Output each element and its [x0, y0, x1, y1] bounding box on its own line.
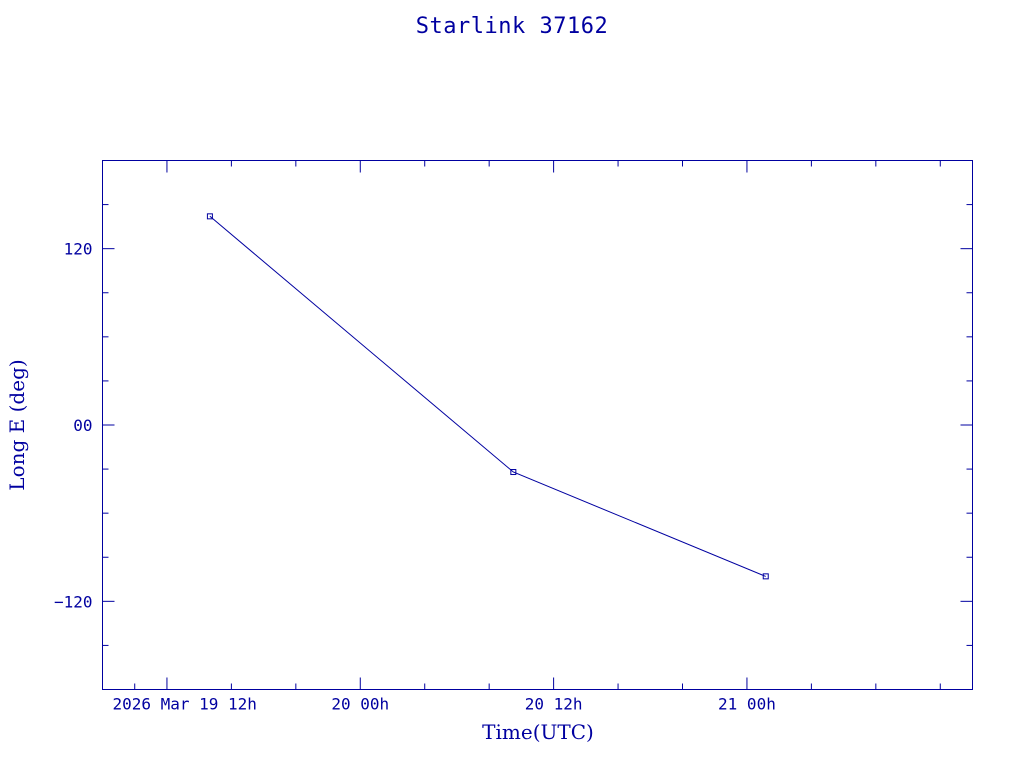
y-tick-label: −120 [54, 592, 93, 611]
series-group [206, 213, 769, 580]
y-tick-label: 120 [64, 240, 93, 259]
data-point [510, 469, 517, 476]
x-axis-title: Time(UTC) [482, 720, 594, 744]
plot-frame [102, 160, 973, 690]
x-tick-label: 2026 Mar 19 12h [112, 695, 257, 714]
data-point [762, 573, 769, 580]
x-tick-label: 21 00h [718, 695, 776, 714]
tick-labels-group: 120 00 −120 2026 Mar 19 12h 20 00h 20 12h 21 0… [54, 240, 776, 714]
series-line [209, 215, 766, 577]
y-tick-label: 00 [73, 416, 92, 435]
y-axis-title: Long E (deg) [5, 359, 29, 490]
chart-title: Starlink 37162 [415, 14, 609, 39]
data-point [206, 213, 213, 220]
ticks-group [102, 160, 973, 690]
x-tick-label: 20 12h [525, 695, 583, 714]
x-tick-label: 20 00h [331, 695, 389, 714]
